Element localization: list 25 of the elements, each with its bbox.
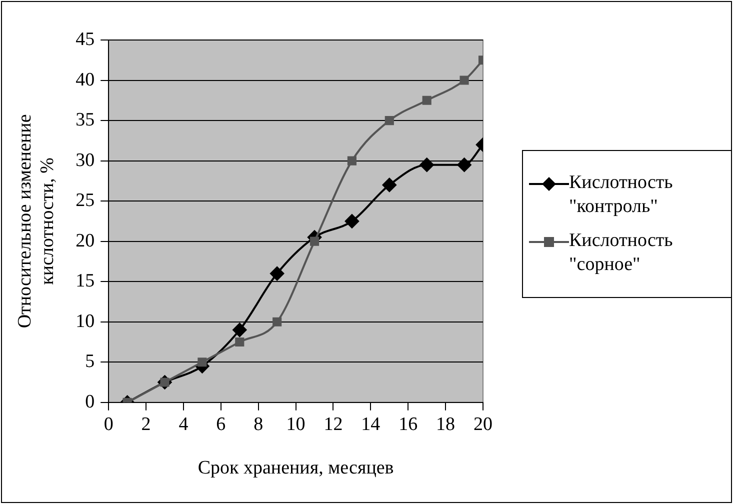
y-tick-label: 25 (76, 190, 95, 212)
x-tick-label: 6 (216, 414, 226, 435)
legend-label: Кислотность "сорное" (569, 229, 674, 277)
x-tick-label: 18 (436, 414, 456, 435)
y-tick-label: 45 (76, 28, 95, 50)
x-tick-label: 20 (474, 414, 492, 435)
y-tick-label: 0 (85, 391, 95, 412)
y-tick-label: 35 (76, 110, 95, 131)
x-tick-label: 4 (178, 414, 189, 435)
legend-label: Кислотность "контроль" (569, 171, 674, 219)
y-tick-label: 10 (76, 310, 95, 332)
x-tick-label: 0 (104, 414, 114, 435)
x-tick-label: 14 (361, 414, 381, 435)
x-tick-label: 16 (398, 414, 418, 435)
y-tick-label: 30 (76, 150, 95, 171)
y-axis-title: Относительное изменение кислотности, % (14, 114, 58, 328)
y-tick-label: 20 (76, 230, 95, 252)
x-axis-title: Срок хранения, месяцев (198, 458, 394, 479)
x-tick-label: 8 (254, 414, 264, 435)
x-tick-label: 12 (324, 414, 343, 435)
y-tick-label: 40 (76, 69, 95, 90)
x-tick-label: 2 (141, 414, 151, 435)
x-tick-label: 10 (286, 414, 306, 435)
y-tick-label: 15 (76, 270, 95, 292)
y-tick-label: 5 (85, 351, 95, 372)
